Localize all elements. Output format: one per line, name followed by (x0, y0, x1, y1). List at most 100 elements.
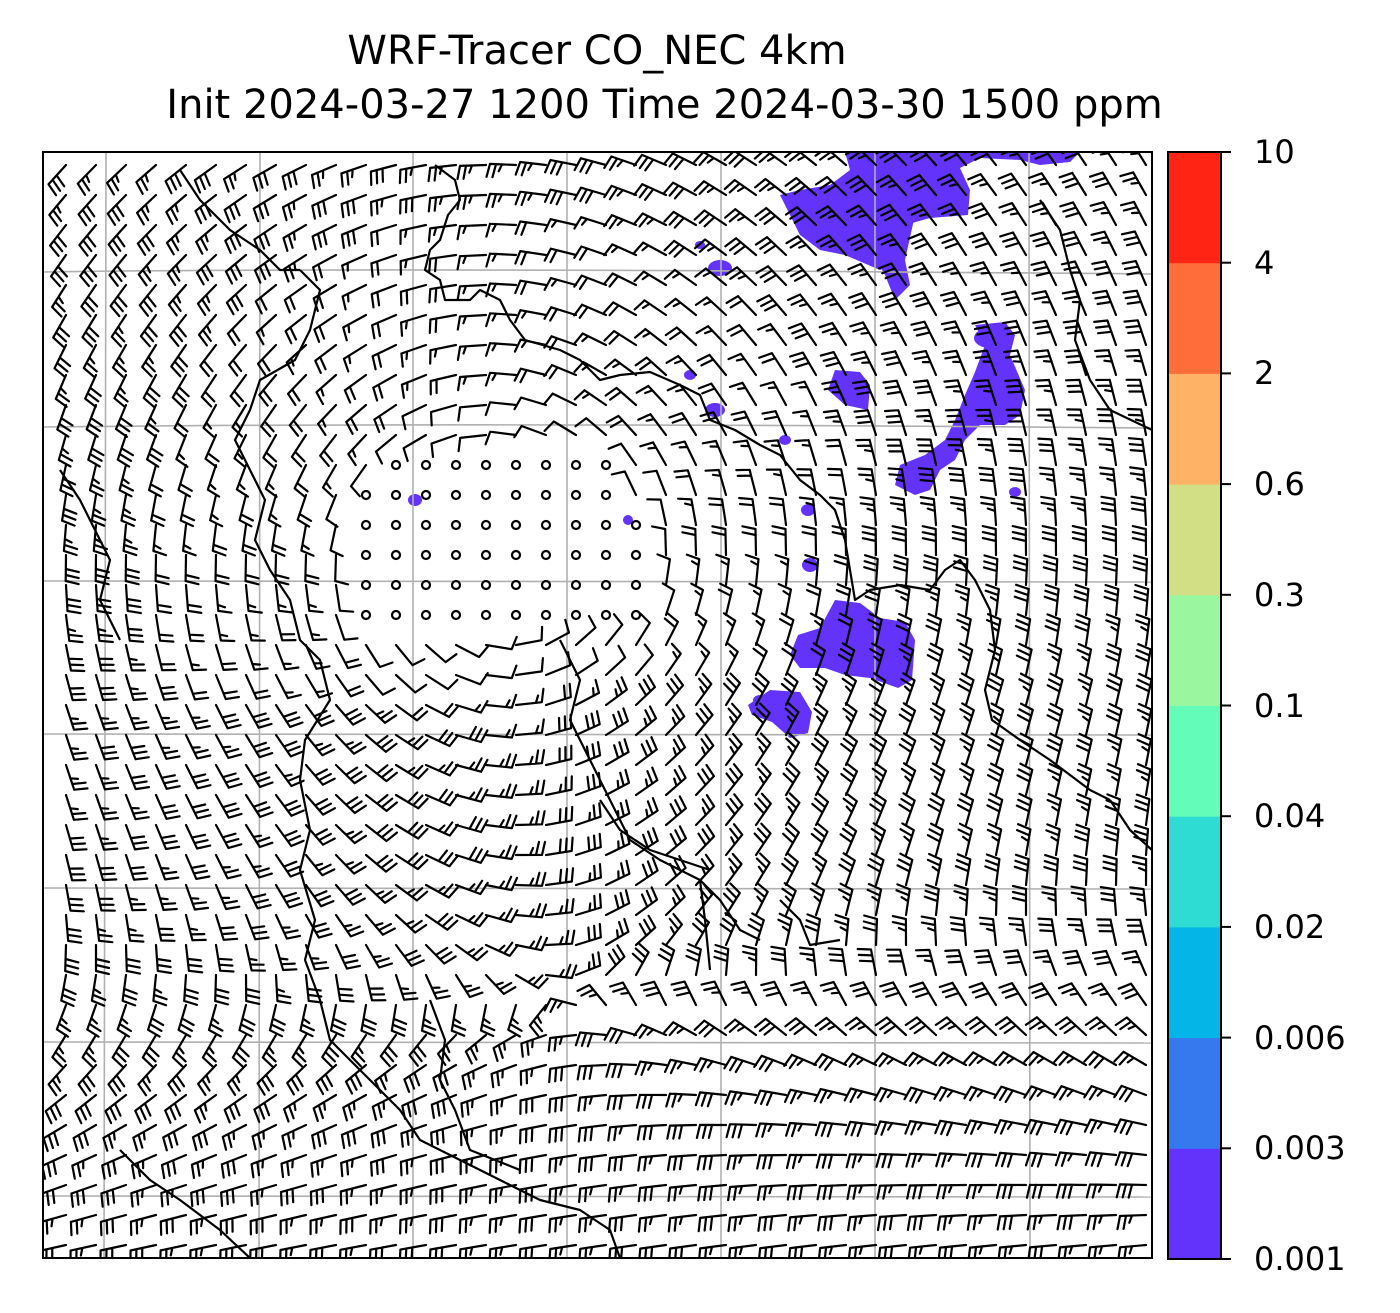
wind-barb (244, 793, 274, 818)
wind-barb (754, 762, 772, 797)
wind-barb (957, 672, 975, 707)
wind-barb (485, 252, 518, 268)
wind-barb (256, 343, 278, 376)
wind-barb (214, 913, 239, 941)
wind-barb (916, 438, 938, 467)
wind-barb (1129, 886, 1148, 917)
wind-barb (61, 493, 78, 527)
wind-barb (608, 1213, 638, 1233)
wind-barb (1077, 672, 1094, 707)
wind-barb (867, 612, 883, 647)
calm-wind-marker (600, 519, 612, 531)
wind-barb (578, 1243, 608, 1258)
calm-wind-marker (540, 459, 552, 471)
wind-barbs-layer (43, 152, 1152, 1258)
wind-barb (663, 268, 698, 287)
wind-barb (664, 855, 687, 887)
calm-wind-marker (360, 489, 372, 501)
wind-barb (154, 643, 177, 672)
wind-barb (1045, 823, 1061, 857)
wind-barb (699, 411, 728, 437)
wind-barb (430, 1123, 458, 1148)
wind-barb (900, 672, 916, 707)
wind-barb (334, 913, 365, 938)
wind-barb (256, 1063, 278, 1096)
wind-barb (786, 1183, 818, 1201)
wind-barb (544, 618, 570, 647)
wind-barb (742, 944, 758, 977)
wind-barb (274, 973, 292, 1005)
wind-barb (513, 396, 548, 411)
wind-barb (394, 852, 429, 871)
calm-wind-marker (570, 609, 582, 621)
wind-barb (1103, 583, 1120, 617)
wind-barb (604, 799, 631, 827)
wind-barb (845, 1153, 878, 1169)
wind-barb (373, 403, 398, 434)
wind-barb (1026, 1213, 1058, 1231)
wind-barb (1043, 583, 1060, 617)
wind-barb (574, 771, 602, 797)
wind-barb (753, 792, 772, 827)
wind-barb (547, 1033, 578, 1053)
wind-barb (121, 973, 138, 1007)
wind-barb (428, 313, 458, 334)
wind-barb (900, 762, 917, 797)
wind-barb (454, 725, 489, 744)
wind-barb (700, 980, 728, 1007)
wind-barb (94, 553, 110, 586)
wind-barb (334, 703, 366, 726)
wind-barb (574, 678, 601, 707)
wind-barb (751, 672, 770, 707)
wind-barb (847, 1213, 878, 1232)
wind-barb (998, 202, 1028, 227)
wind-barb (116, 1003, 132, 1038)
wind-barb (456, 253, 488, 271)
wind-barb (139, 313, 158, 348)
wind-barb (904, 1016, 938, 1037)
wind-barb (1129, 466, 1148, 497)
wind-barb (965, 1183, 998, 1200)
wind-barb (43, 1213, 68, 1235)
wind-barb (334, 823, 367, 845)
wind-barb (664, 913, 683, 947)
wind-barb (844, 152, 878, 167)
wind-barb (184, 823, 212, 850)
wind-barb (694, 824, 716, 857)
wind-barb (1114, 1016, 1148, 1037)
wind-barb (633, 270, 668, 287)
calm-wind-marker (540, 549, 552, 561)
wind-barb (993, 1085, 1028, 1103)
wind-barb (71, 1153, 98, 1180)
wind-barb (824, 438, 848, 467)
wind-barb (930, 732, 946, 767)
wind-barb (219, 1213, 248, 1236)
wind-barb (282, 223, 308, 252)
wind-barb (64, 913, 83, 944)
wind-barb (124, 673, 148, 701)
wind-barb (605, 1062, 638, 1079)
wind-barb (690, 582, 705, 617)
wind-barb (933, 1051, 968, 1067)
wind-barb (959, 732, 975, 767)
wind-barb (427, 193, 458, 213)
wind-barb (949, 496, 968, 527)
wind-barb (1117, 982, 1148, 1007)
wind-barb (663, 239, 698, 258)
title-line-1: WRF-Tracer CO_NEC 4km (347, 28, 847, 74)
wind-barb (85, 403, 104, 438)
wind-barb (195, 223, 218, 255)
wind-barb (548, 1153, 578, 1174)
wind-barb (724, 702, 743, 737)
wind-barb (171, 1033, 188, 1068)
wind-barb (484, 875, 519, 892)
wind-barb (1133, 583, 1150, 617)
wind-barb (394, 821, 429, 840)
wind-barb (485, 162, 518, 179)
wind-barb (124, 703, 150, 731)
wind-barb (484, 813, 518, 830)
wind-barb (933, 1086, 968, 1102)
wind-barb (543, 392, 578, 407)
wind-barb (1041, 525, 1058, 557)
wind-barb (394, 913, 428, 934)
